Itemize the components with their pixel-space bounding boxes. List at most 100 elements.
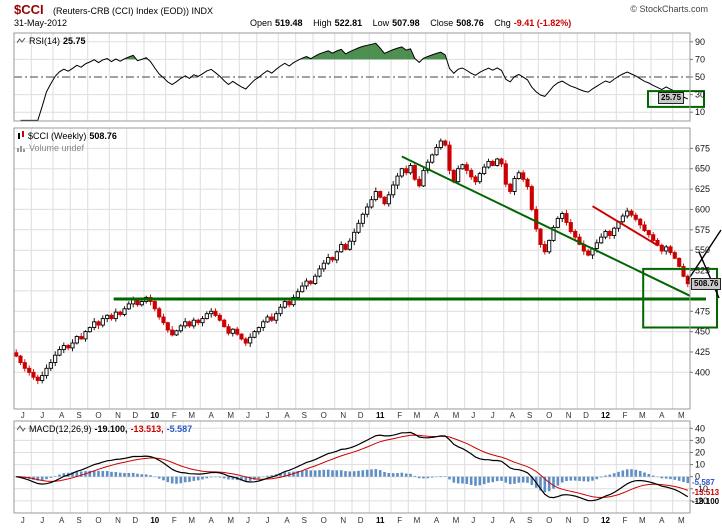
month-label: F	[172, 411, 177, 420]
month-label: O	[546, 411, 552, 420]
axis-tick-label: 90	[695, 37, 705, 47]
macd-hist-value: -5.587	[166, 424, 193, 434]
axis-tick-label: 425	[695, 347, 710, 357]
chart-date: 31-May-2012	[14, 18, 68, 28]
low-label: Low	[372, 18, 390, 28]
axis-tick-label: 625	[695, 184, 710, 194]
month-label: N	[566, 411, 572, 420]
month-label: J	[471, 516, 475, 525]
month-label: M	[678, 516, 685, 525]
month-label: J	[471, 411, 475, 420]
symbol-description: (Reuters-CRB (CCI) Index (EOD)) INDX	[53, 6, 214, 16]
axis-tick-label: 10	[695, 107, 705, 117]
month-label: A	[209, 411, 215, 420]
last-price-tag: 508.76	[691, 277, 722, 290]
macd-line-value: -19.100,	[94, 424, 128, 434]
macd-signal-tag: -13.513	[692, 488, 720, 498]
month-label: M	[414, 411, 421, 420]
quote-row: Open 519.48 High 522.81 Low 507.98 Close 508…	[250, 18, 579, 28]
month-label: O	[546, 516, 552, 525]
breakdown-box	[642, 267, 719, 329]
month-label: M	[453, 411, 460, 420]
high-value: 522.81	[334, 18, 363, 28]
month-label: N	[340, 411, 346, 420]
down-trendline	[401, 155, 691, 297]
month-label: J	[246, 516, 250, 525]
chg-value: -9.41 (-1.82%)	[513, 18, 572, 28]
axis-tick-label: 525	[695, 266, 710, 276]
macd-hist-tag: -5.587	[692, 478, 715, 488]
month-label: J	[246, 411, 250, 420]
month-label: M	[639, 411, 646, 420]
month-label: M	[414, 516, 421, 525]
axis-tick-labels: 90 70 50 30 10 675 650 625 600 575 550 525 475 450 425…	[690, 37, 710, 506]
axis-tick-label: 40	[695, 423, 705, 433]
month-label: S	[302, 411, 307, 420]
month-label: A	[284, 516, 290, 525]
month-label: A	[59, 411, 65, 420]
month-label: M	[453, 516, 460, 525]
month-label: A	[659, 411, 665, 420]
month-label: O	[321, 411, 327, 420]
month-label: F	[397, 516, 402, 525]
month-label: F	[172, 516, 177, 525]
month-label: A	[284, 411, 290, 420]
hand-drawn-arrow-stroke	[687, 229, 722, 281]
month-label: D	[358, 516, 364, 525]
close-label: Close	[430, 18, 454, 28]
month-label: 12	[601, 516, 610, 525]
month-label: N	[566, 516, 572, 525]
indicator-squiggle-icon	[17, 37, 26, 44]
month-label: O	[321, 516, 327, 525]
month-label: A	[434, 411, 440, 420]
axis-tick-label: 10	[695, 460, 705, 470]
month-label: A	[59, 516, 65, 525]
month-label: 11	[376, 411, 385, 420]
month-label: M	[188, 411, 195, 420]
month-label: F	[397, 411, 402, 420]
macd-panel-border	[13, 420, 691, 514]
axis-tick-label: 475	[695, 306, 710, 316]
month-label: J	[491, 411, 495, 420]
month-label: F	[623, 516, 628, 525]
month-label: J	[40, 516, 44, 525]
low-value: 507.98	[392, 18, 420, 28]
month-label: D	[358, 411, 364, 420]
rsi-label-row: RSI(14) 25.75	[17, 36, 86, 46]
chg-label: Chg	[494, 18, 511, 28]
month-label: J	[40, 411, 44, 420]
month-label: S	[527, 411, 532, 420]
main-panel-border	[13, 127, 691, 410]
month-label: A	[434, 516, 440, 525]
candlestick-icon	[18, 131, 24, 139]
macd-line-tag: -19.100	[692, 497, 720, 507]
month-label: 11	[376, 516, 385, 525]
month-label: S	[527, 516, 532, 525]
rsi-value: 25.75	[63, 36, 86, 46]
month-label: N	[340, 516, 346, 525]
price-series-value: 508.76	[89, 131, 117, 141]
month-label: D	[583, 411, 589, 420]
month-label: A	[659, 516, 665, 525]
axis-tick-label: 550	[695, 245, 710, 255]
rsi-overbought-fill	[104, 43, 447, 60]
month-label: J	[21, 516, 25, 525]
rsi-line	[20, 42, 689, 121]
month-label: O	[95, 411, 101, 420]
rsi-value-box	[647, 90, 705, 108]
candlesticks	[14, 138, 690, 385]
month-label: 12	[601, 411, 610, 420]
volume-label-row: Volume undef	[17, 143, 84, 153]
open-label: Open	[250, 18, 273, 28]
macd-label: MACD(12,26,9)	[29, 424, 92, 434]
month-label: J	[266, 411, 270, 420]
axis-tick-label: 20	[695, 448, 705, 458]
month-label: M	[227, 516, 234, 525]
axis-tick-label: 400	[695, 367, 710, 377]
copyright: © StockCharts.com	[630, 4, 708, 14]
axis-tick-label: -20	[695, 496, 708, 506]
month-label: S	[302, 516, 307, 525]
month-label: J	[491, 516, 495, 525]
